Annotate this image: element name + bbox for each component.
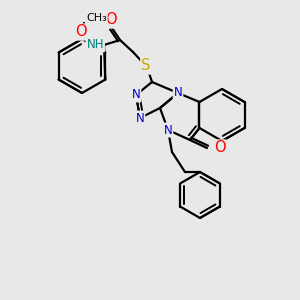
Text: CH₃: CH₃	[86, 13, 107, 23]
Text: S: S	[141, 58, 151, 74]
Text: NH: NH	[86, 38, 104, 52]
Text: O: O	[105, 13, 117, 28]
Text: O: O	[75, 25, 87, 40]
Text: N: N	[132, 88, 140, 101]
Text: O: O	[214, 140, 226, 155]
Text: N: N	[164, 124, 172, 136]
Text: N: N	[174, 86, 182, 100]
Text: N: N	[136, 112, 144, 124]
